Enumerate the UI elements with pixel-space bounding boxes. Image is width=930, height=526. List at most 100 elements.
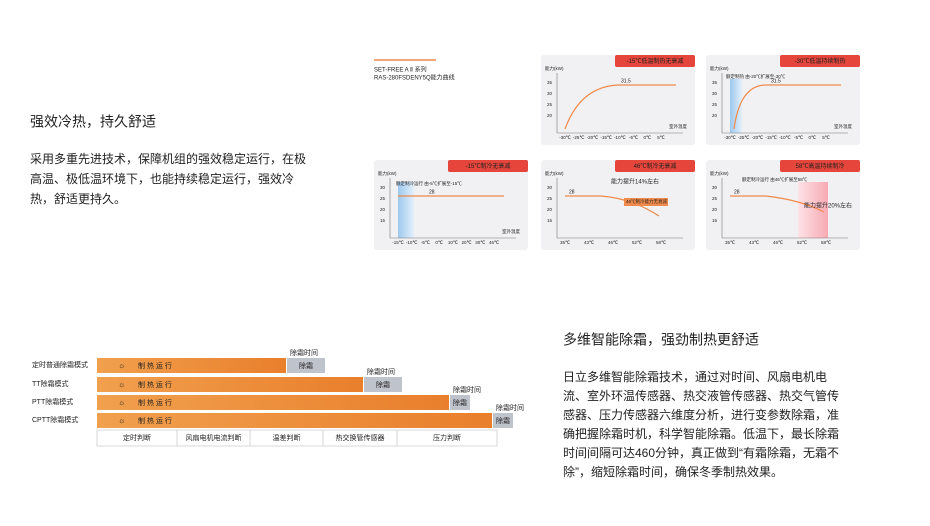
x-tick-label: 0℃ bbox=[435, 240, 444, 245]
y-tick-label: 30 bbox=[547, 185, 553, 190]
defrost-box bbox=[287, 358, 325, 373]
run-label: 制 热 运 行 bbox=[138, 416, 172, 425]
tag-bg bbox=[780, 160, 860, 172]
x-tick-label: -5℃ bbox=[421, 240, 431, 245]
value-label: 31.5 bbox=[621, 78, 631, 84]
y-tick-label: 25 bbox=[380, 196, 386, 201]
x-tick-label: 35℃ bbox=[725, 240, 736, 245]
sun-icon: ☼ bbox=[118, 398, 125, 407]
x-tick-label: 58℃ bbox=[821, 240, 832, 245]
x-tick-label: 30℃ bbox=[475, 240, 486, 245]
x-tick-label: 43℃ bbox=[749, 240, 760, 245]
value-label: 28 bbox=[734, 189, 740, 195]
x-axis-label: 室外温度 bbox=[669, 123, 687, 130]
value-label: 28 bbox=[569, 189, 575, 195]
card-bg bbox=[374, 160, 528, 250]
x-tick-label: 20℃ bbox=[462, 240, 473, 245]
heading: 强效冷热，持久舒适 bbox=[30, 114, 156, 130]
x-tick-label: 46℃ bbox=[608, 240, 619, 245]
defrost-time: 除霜时间 bbox=[290, 348, 318, 357]
note: 额定制热 由-20℃扩展至-30℃ bbox=[726, 73, 786, 80]
x-tick-label: -30℃ bbox=[559, 135, 572, 140]
y-axis-label: 能力(kW) bbox=[545, 65, 564, 72]
defrost-box bbox=[450, 395, 470, 410]
defrost-label: 除霜 bbox=[299, 361, 313, 370]
x-axis-label: 室外温度 bbox=[502, 228, 520, 235]
tag-bg bbox=[615, 160, 695, 172]
tag: 58℃高温持续制冷 bbox=[796, 162, 845, 170]
paragraph-line: 采用多重先进技术，保障机组的强效稳定运行，在极 bbox=[30, 151, 306, 166]
x-tick-label: -20℃ bbox=[587, 135, 600, 140]
sun-icon: ☼ bbox=[118, 416, 125, 425]
run-bar bbox=[97, 377, 363, 392]
row-label: TT除霜模式 bbox=[32, 379, 69, 388]
x-tick-label: -10℃ bbox=[406, 240, 419, 245]
y-tick-label: 30 bbox=[380, 185, 386, 190]
x-tick-label: 46℃ bbox=[489, 240, 500, 245]
y-tick-label: 30 bbox=[712, 185, 718, 190]
criteria-label: 风扇电机电流判断 bbox=[186, 433, 242, 442]
y-tick-label: 30 bbox=[547, 91, 553, 96]
band bbox=[798, 182, 828, 238]
paragraph-line: 日立多维智能除霜技术，通过对时间、风扇电机电 bbox=[563, 369, 827, 384]
x-tick-label: -20℃ bbox=[752, 135, 765, 140]
x-tick-label: 52℃ bbox=[632, 240, 643, 245]
y-tick-label: 25 bbox=[712, 102, 718, 107]
paragraph-line: 确把握除霜时机，科学智能除霜。低温下，最长除霜 bbox=[563, 426, 839, 441]
x-tick-label: 5℃ bbox=[822, 135, 831, 140]
band bbox=[398, 182, 414, 238]
tag: -30℃低温持续制热 bbox=[795, 57, 846, 65]
curve bbox=[730, 195, 825, 213]
note: 46℃制冷能力无衰减 bbox=[626, 198, 668, 205]
x-tick-label: -30℃ bbox=[724, 135, 737, 140]
row-label: 定时普通除霜模式 bbox=[32, 360, 88, 369]
note: 额定制冷运行 由-5℃扩展至-15℃ bbox=[396, 180, 462, 187]
y-tick-label: 25 bbox=[547, 102, 553, 107]
paragraph-line: 感器、压力传感器六维度分析，进行变参数除霜，准 bbox=[563, 407, 839, 422]
y-tick-label: 20 bbox=[712, 207, 718, 212]
y-tick-label: 15 bbox=[712, 218, 718, 223]
defrost-box bbox=[493, 413, 513, 428]
x-tick-label: 43℃ bbox=[584, 240, 595, 245]
paragraph-line: 流、室外环温传感器、热交液管传感器、热交气管传 bbox=[563, 388, 839, 403]
y-axis-label: 能力(kW) bbox=[710, 65, 729, 72]
y-tick-label: 25 bbox=[547, 196, 553, 201]
defrost-time: 除霜时间 bbox=[367, 367, 395, 376]
y-tick-label: 20 bbox=[547, 207, 553, 212]
sun-icon: ☼ bbox=[118, 361, 125, 370]
y-tick-label: 30 bbox=[712, 91, 718, 96]
tag: -15℃制冷无衰减 bbox=[466, 162, 511, 170]
y-tick-label: 35 bbox=[547, 80, 553, 85]
sun-icon: ☼ bbox=[118, 380, 125, 389]
y-axis-label: 能力(kW) bbox=[378, 170, 397, 177]
heading: 多维智能除霜，强劲制热更舒适 bbox=[563, 332, 759, 348]
criteria-label: 热交换管传感器 bbox=[336, 433, 385, 442]
x-tick-label: -15℃ bbox=[392, 240, 405, 245]
y-tick-label: 15 bbox=[547, 218, 553, 223]
y-tick-label: 20 bbox=[712, 113, 718, 118]
y-tick-label: 20 bbox=[380, 207, 386, 212]
curve bbox=[564, 84, 676, 130]
x-tick-label: -5℃ bbox=[629, 135, 639, 140]
x-tick-label: -25℃ bbox=[573, 135, 586, 140]
row-label: CPTT除霜模式 bbox=[32, 415, 78, 424]
x-tick-label: 58℃ bbox=[656, 240, 667, 245]
paragraph-line: 除”，缩短除霜时间，确保冬季制热效果。 bbox=[563, 464, 783, 479]
value-label: 28 bbox=[429, 189, 435, 195]
callout: 能力提升20%左右 bbox=[804, 202, 852, 210]
run-bar bbox=[97, 395, 449, 410]
run-label: 制 热 运 行 bbox=[138, 361, 172, 370]
defrost-time: 除霜时间 bbox=[453, 385, 481, 394]
tag: 46℃制冷无衰减 bbox=[634, 162, 677, 170]
paragraph-line: 高温、极低温环境下，也能持续稳定运行，强效冷 bbox=[30, 171, 294, 186]
defrost-time: 除霜时间 bbox=[496, 403, 524, 412]
value-label: 31.5 bbox=[771, 78, 781, 84]
defrost-label: 除霜 bbox=[496, 416, 510, 425]
run-label: 制 热 运 行 bbox=[138, 398, 172, 407]
y-tick-label: 25 bbox=[712, 196, 718, 201]
